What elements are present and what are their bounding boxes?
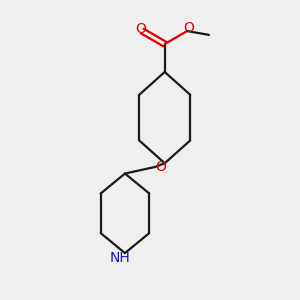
Text: O: O (135, 22, 146, 36)
Text: NH: NH (109, 251, 130, 266)
Text: O: O (155, 160, 166, 174)
Text: O: O (183, 20, 194, 34)
